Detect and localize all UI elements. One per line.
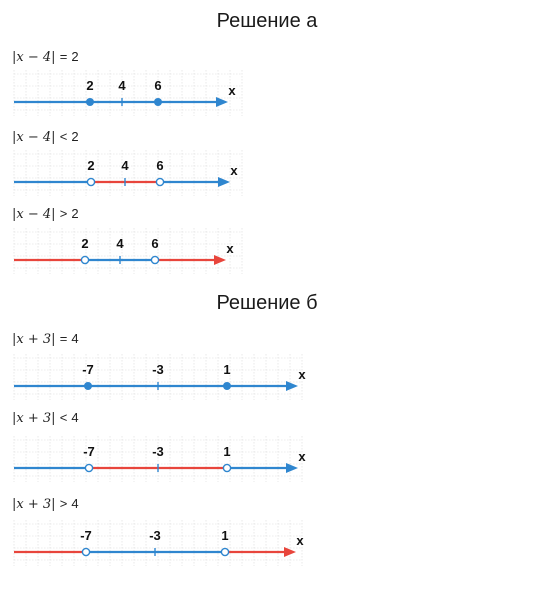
open-point bbox=[84, 463, 94, 473]
equation-relation: = bbox=[59, 49, 68, 64]
axis-arrow bbox=[216, 97, 228, 107]
equation-rhs: 2 bbox=[71, 129, 79, 144]
axis-arrow bbox=[214, 255, 226, 265]
closed-point bbox=[154, 98, 162, 106]
number-line: 2 4 6 x bbox=[13, 228, 243, 274]
tick-label: -7 bbox=[83, 444, 95, 459]
equation-expression: x − 4 bbox=[16, 130, 52, 145]
closed-point bbox=[84, 382, 92, 390]
tick-label: 6 bbox=[156, 158, 163, 173]
abs-bar: | bbox=[12, 497, 17, 512]
tick-label: 2 bbox=[86, 78, 93, 93]
equation-rhs: 4 bbox=[71, 496, 79, 511]
closed-point bbox=[86, 98, 94, 106]
grid bbox=[13, 70, 243, 116]
open-point bbox=[220, 547, 230, 557]
equation: |x − 4| < 2 bbox=[12, 129, 79, 145]
tick-label: -3 bbox=[152, 362, 164, 377]
number-line: 2 4 6 x bbox=[13, 70, 243, 116]
section-title: Решение б bbox=[216, 292, 318, 314]
axis-variable-label: x bbox=[296, 533, 304, 548]
tick-label: 4 bbox=[116, 236, 124, 251]
equation: |x + 3| = 4 bbox=[12, 331, 79, 347]
equation-relation: > bbox=[59, 496, 68, 511]
tick-label: 1 bbox=[221, 528, 228, 543]
closed-point bbox=[223, 382, 231, 390]
equation: |x + 3| > 4 bbox=[12, 496, 79, 512]
tick-label: 4 bbox=[121, 158, 129, 173]
tick-label: -3 bbox=[152, 444, 164, 459]
abs-bar: | bbox=[12, 207, 17, 222]
equation-expression: x − 4 bbox=[16, 50, 52, 65]
section-title: Решение а bbox=[216, 10, 318, 32]
grid bbox=[13, 436, 303, 482]
equation-expression: x + 3 bbox=[16, 411, 52, 426]
equation-expression: x + 3 bbox=[16, 332, 52, 347]
tick-label: -7 bbox=[80, 528, 92, 543]
equation-rhs: 2 bbox=[71, 206, 79, 221]
grid bbox=[13, 150, 243, 196]
axis-arrow bbox=[218, 177, 230, 187]
abs-bar: | bbox=[51, 130, 56, 145]
axis-variable-label: x bbox=[230, 163, 238, 178]
tick-label: 6 bbox=[151, 236, 158, 251]
axis-variable-label: x bbox=[298, 449, 306, 464]
equation-expression: x + 3 bbox=[16, 497, 52, 512]
tick-label: 6 bbox=[154, 78, 161, 93]
axis-arrow bbox=[286, 463, 298, 473]
number-line: -7 -3 1 x bbox=[13, 354, 306, 400]
axis-arrow bbox=[286, 381, 298, 391]
open-point bbox=[80, 255, 90, 265]
equation-rhs: 4 bbox=[71, 331, 79, 346]
equation: |x − 4| > 2 bbox=[12, 206, 79, 222]
axis-variable-label: x bbox=[228, 83, 236, 98]
open-point bbox=[86, 177, 96, 187]
tick-label: 2 bbox=[87, 158, 94, 173]
abs-bar: | bbox=[51, 207, 56, 222]
equation: |x + 3| < 4 bbox=[12, 410, 79, 426]
open-point bbox=[155, 177, 165, 187]
abs-bar: | bbox=[12, 130, 17, 145]
equation-relation: = bbox=[59, 331, 68, 346]
open-point bbox=[222, 463, 232, 473]
abs-bar: | bbox=[51, 411, 56, 426]
grid bbox=[13, 354, 303, 400]
tick-label: 1 bbox=[223, 444, 230, 459]
tick-label: -3 bbox=[149, 528, 161, 543]
number-line: -7 -3 1 x bbox=[13, 520, 304, 566]
number-line: 2 4 6 x bbox=[13, 150, 243, 196]
abs-bar: | bbox=[51, 50, 56, 65]
tick-label: -7 bbox=[82, 362, 94, 377]
grid bbox=[13, 228, 243, 274]
equation-rhs: 2 bbox=[71, 49, 79, 64]
tick-label: 2 bbox=[81, 236, 88, 251]
abs-bar: | bbox=[12, 332, 17, 347]
equation-relation: < bbox=[59, 410, 68, 425]
number-line: -7 -3 1 x bbox=[13, 436, 306, 482]
abs-bar: | bbox=[12, 50, 17, 65]
tick-label: 1 bbox=[223, 362, 230, 377]
grid bbox=[13, 520, 303, 566]
equation-relation: < bbox=[59, 129, 68, 144]
equation-rhs: 4 bbox=[71, 410, 79, 425]
abs-bar: | bbox=[12, 411, 17, 426]
open-point bbox=[81, 547, 91, 557]
axis-variable-label: x bbox=[298, 367, 306, 382]
open-point bbox=[150, 255, 160, 265]
abs-bar: | bbox=[51, 332, 56, 347]
axis-variable-label: x bbox=[226, 241, 234, 256]
axis-arrow bbox=[284, 547, 296, 557]
tick-label: 4 bbox=[118, 78, 126, 93]
equation: |x − 4| = 2 bbox=[12, 49, 79, 65]
equation-expression: x − 4 bbox=[16, 207, 52, 222]
abs-bar: | bbox=[51, 497, 56, 512]
equation-relation: > bbox=[59, 206, 68, 221]
